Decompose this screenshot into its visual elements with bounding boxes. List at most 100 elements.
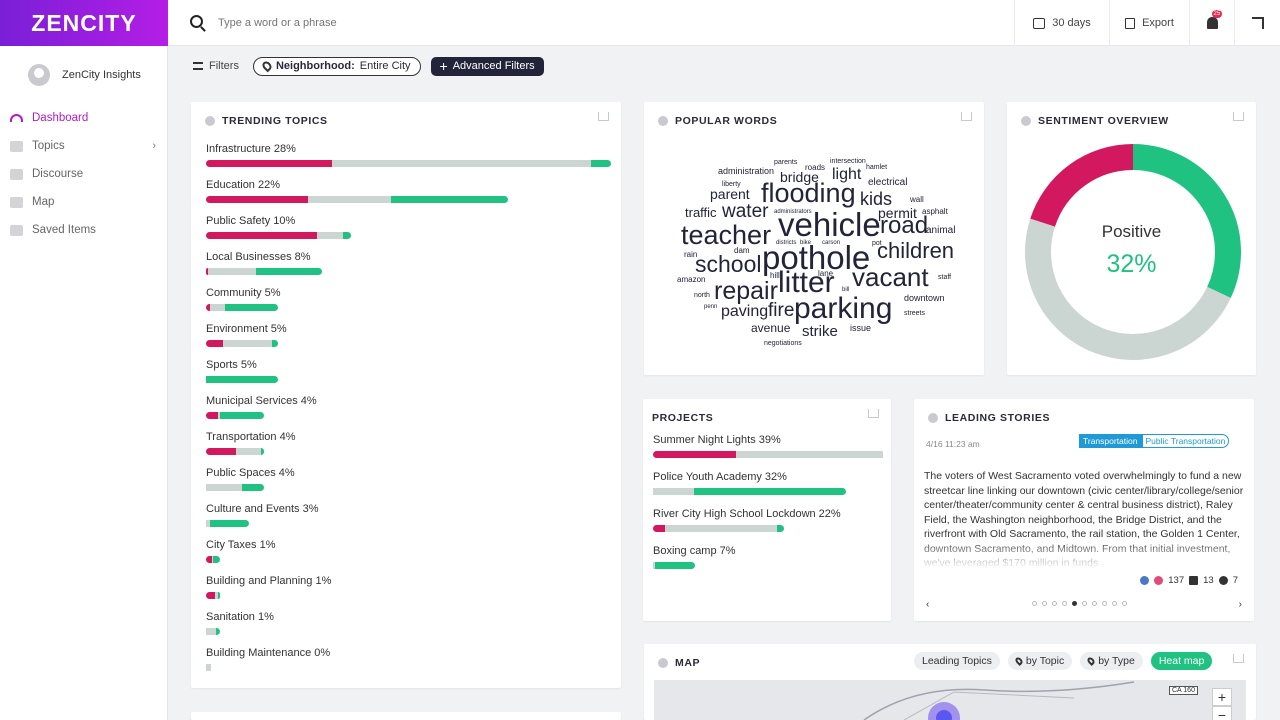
topic-label[interactable]: City Taxes 1% xyxy=(206,539,276,551)
topic-label[interactable]: Community 5% xyxy=(206,287,281,299)
export-button[interactable]: Export xyxy=(1109,0,1189,46)
story-tag[interactable]: Public Transportation xyxy=(1141,434,1230,448)
topic-label[interactable]: Public Safety 10% xyxy=(206,215,296,227)
cloud-word[interactable]: flooding xyxy=(761,178,856,208)
donut-slice-negative[interactable] xyxy=(1030,144,1134,228)
advanced-filters-button[interactable]: + Advanced Filters xyxy=(430,56,544,76)
info-icon[interactable] xyxy=(1021,116,1031,126)
topic-label[interactable]: Building Maintenance 0% xyxy=(206,647,331,659)
cloud-word[interactable]: penn xyxy=(704,304,718,310)
cloud-word[interactable]: administrators xyxy=(774,209,812,215)
map-view[interactable]: CA 160 + − xyxy=(654,680,1246,720)
cloud-word[interactable]: amazon xyxy=(677,275,706,284)
topic-sentiment-bar[interactable] xyxy=(206,556,221,563)
topic-sentiment-bar[interactable] xyxy=(206,484,264,491)
fullscreen-button[interactable] xyxy=(1234,0,1280,46)
donut-slice-neutral[interactable] xyxy=(1025,218,1231,360)
pagination-dot[interactable] xyxy=(1042,601,1047,606)
topic-sentiment-bar[interactable] xyxy=(206,592,221,599)
cloud-word[interactable]: repair xyxy=(714,277,778,305)
cloud-word[interactable]: bike xyxy=(800,240,812,246)
pagination-dot[interactable] xyxy=(1052,601,1057,606)
cloud-word[interactable]: children xyxy=(877,238,955,263)
cloud-word[interactable]: dam xyxy=(734,246,750,255)
cloud-word[interactable]: strike xyxy=(802,323,838,340)
sidebar-item-discourse[interactable]: Discourse xyxy=(10,160,160,188)
download-icon[interactable] xyxy=(598,112,609,121)
next-story-arrow[interactable]: › xyxy=(1238,599,1242,610)
cloud-word[interactable]: pothole xyxy=(762,239,871,276)
cloud-word[interactable]: streets xyxy=(904,310,926,317)
topic-label[interactable]: Local Businesses 8% xyxy=(206,251,311,263)
tab-leading-topics[interactable]: Leading Topics xyxy=(914,652,1000,670)
cloud-word[interactable]: vehicle xyxy=(778,206,881,243)
project-sentiment-bar[interactable] xyxy=(653,562,695,569)
cloud-word[interactable]: electrical xyxy=(868,177,908,188)
tab-heat-map[interactable]: Heat map xyxy=(1150,652,1213,670)
topic-sentiment-bar[interactable] xyxy=(206,448,264,455)
cloud-word[interactable]: negotiations xyxy=(764,340,802,347)
cloud-word[interactable]: teacher xyxy=(681,220,772,250)
tab-by-topic[interactable]: by Topic xyxy=(1007,652,1073,670)
cloud-word[interactable]: issue xyxy=(850,323,872,333)
prev-story-arrow[interactable]: ‹ xyxy=(926,599,930,610)
cloud-word[interactable]: parking xyxy=(794,292,893,325)
cloud-word[interactable]: traffic xyxy=(685,205,717,220)
cloud-word[interactable]: staff xyxy=(938,274,952,281)
filters-toggle[interactable]: Filters xyxy=(193,60,239,72)
sidebar-item-topics[interactable]: Topics › xyxy=(10,132,160,160)
chevron-right-icon[interactable]: › xyxy=(152,140,156,152)
download-icon[interactable] xyxy=(961,112,972,121)
topic-label[interactable]: Culture and Events 3% xyxy=(206,503,319,515)
pagination-dot[interactable] xyxy=(1072,601,1077,606)
topic-sentiment-bar[interactable] xyxy=(206,376,279,383)
pagination-dot[interactable] xyxy=(1112,601,1117,606)
cloud-word[interactable]: carson xyxy=(822,240,841,246)
download-icon[interactable] xyxy=(1233,112,1244,121)
pagination-dot[interactable] xyxy=(1032,601,1037,606)
cloud-word[interactable]: administration xyxy=(718,166,775,176)
topic-label[interactable]: Infrastructure 28% xyxy=(206,143,296,155)
cloud-word[interactable]: vacant xyxy=(852,262,929,292)
cloud-word[interactable]: wall xyxy=(910,195,924,204)
topic-sentiment-bar[interactable] xyxy=(206,268,322,275)
project-sentiment-bar[interactable] xyxy=(653,525,784,532)
topic-sentiment-bar[interactable] xyxy=(206,160,611,167)
cloud-word[interactable]: rain xyxy=(684,250,698,259)
pagination-dot[interactable] xyxy=(1102,601,1107,606)
cloud-word[interactable]: permit xyxy=(878,205,917,221)
topic-label[interactable]: Public Spaces 4% xyxy=(206,467,295,479)
notifications-button[interactable]: 25 xyxy=(1189,0,1234,46)
cloud-word[interactable]: animal xyxy=(926,225,956,236)
zoom-in-button[interactable]: + xyxy=(1212,688,1232,706)
neighborhood-filter-chip[interactable]: Neighborhood: Entire City xyxy=(252,56,421,76)
cloud-word[interactable]: parent xyxy=(710,186,750,202)
project-sentiment-bar[interactable] xyxy=(653,488,846,495)
cloud-word[interactable]: bridge xyxy=(780,169,819,185)
cloud-word[interactable]: fire xyxy=(768,300,795,321)
cloud-word[interactable]: north xyxy=(694,292,710,299)
topic-sentiment-bar[interactable] xyxy=(206,304,279,311)
cloud-word[interactable]: avenue xyxy=(751,321,791,335)
info-icon[interactable] xyxy=(658,658,668,668)
topic-label[interactable]: Municipal Services 4% xyxy=(206,395,317,407)
download-icon[interactable] xyxy=(1233,654,1244,663)
topic-sentiment-bar[interactable] xyxy=(206,412,264,419)
project-sentiment-bar[interactable] xyxy=(653,451,883,458)
topic-sentiment-bar[interactable] xyxy=(206,664,211,671)
topic-label[interactable]: Transportation 4% xyxy=(206,431,296,443)
topic-sentiment-bar[interactable] xyxy=(206,196,524,203)
topic-sentiment-bar[interactable] xyxy=(206,628,221,635)
topic-label[interactable]: Building and Planning 1% xyxy=(206,575,332,587)
cloud-word[interactable]: roads xyxy=(805,163,826,172)
project-label[interactable]: Summer Night Lights 39% xyxy=(653,434,781,446)
cloud-word[interactable]: downtown xyxy=(904,293,945,303)
project-label[interactable]: River City High School Lockdown 22% xyxy=(653,508,841,520)
pagination-dot[interactable] xyxy=(1062,601,1067,606)
cloud-word[interactable]: pot xyxy=(872,240,882,247)
cloud-word[interactable]: asphalt xyxy=(922,207,948,216)
topic-sentiment-bar[interactable] xyxy=(206,340,279,347)
cloud-word[interactable]: light xyxy=(832,166,862,183)
topic-sentiment-bar[interactable] xyxy=(206,520,250,527)
topic-label[interactable]: Education 22% xyxy=(206,179,280,191)
